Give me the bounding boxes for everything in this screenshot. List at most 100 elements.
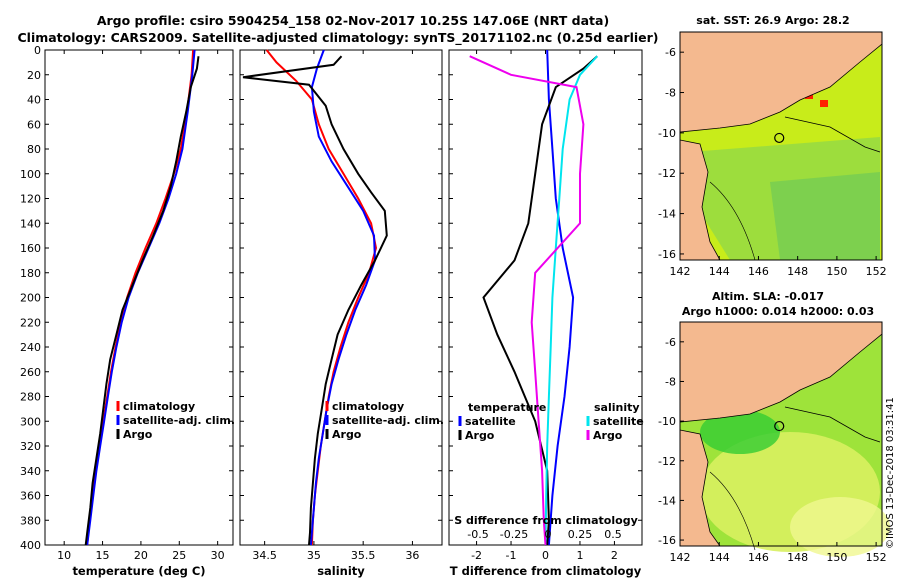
y-tick-label: 300 [20, 415, 41, 428]
y-tick-label: 200 [20, 292, 41, 305]
salinity-tick-label: 0 [545, 528, 552, 541]
map-y-tick-label: -6 [665, 336, 676, 349]
x-tick-label: 34.5 [252, 549, 277, 562]
map-frame [679, 321, 883, 547]
temperature-panel: 0 20 40 60 80 100 120 140 160 180 200 220 240 260 280 3… [20, 44, 235, 578]
plot-frame [239, 49, 443, 546]
coastline-reef [784, 406, 881, 443]
map-y-tick-label: -12 [658, 167, 676, 180]
legend-title-temperature: temperature [468, 401, 546, 414]
salinity-panel: 34.5 35 35.5 36 salinity climatologysatellite… [239, 49, 444, 578]
legend-label: climatology [332, 400, 404, 413]
sla-map-panel: 142 144 146 148 150 152 -6 -8 -10 -12 -14 -16 [658, 321, 890, 564]
y-tick-label: 120 [20, 193, 41, 206]
y-tick-label: 80 [27, 143, 41, 156]
map-y-tick-label: -8 [665, 375, 676, 388]
map-y-tick-label: -8 [665, 87, 676, 100]
bathymetry-contour [709, 181, 756, 261]
x-axis-label: temperature (deg C) [72, 564, 205, 578]
sla-low-patch [700, 410, 780, 454]
x-tick-label: 1 [576, 549, 583, 562]
sst-map-panel: 142 144 146 148 150 152 -6 -8 -10 -12 -14 -16 [658, 31, 887, 278]
sst-map-title: sat. SST: 26.9 Argo: 28.2 [696, 14, 849, 27]
legend-label: satellite [465, 415, 516, 428]
series-line-satellite-adj-clim- [86, 49, 196, 546]
map-y-tick-label: -6 [665, 46, 676, 59]
series-line-temperature-argo [482, 55, 598, 546]
x-tick-label: 2 [611, 549, 618, 562]
y-tick-label: 20 [27, 69, 41, 82]
y-tick-label: 400 [20, 539, 41, 552]
argo-position-marker [774, 132, 785, 144]
plot-frame [44, 49, 234, 546]
y-tick-label: 160 [20, 242, 41, 255]
y-tick-label: 140 [20, 217, 41, 230]
map-x-tick-label: 146 [748, 265, 769, 278]
y-tick-label: 260 [20, 366, 41, 379]
y-tick-label: 60 [27, 118, 41, 131]
map-x-tick-label: 150 [826, 265, 847, 278]
x-tick-label: 35 [307, 549, 321, 562]
map-x-tick-label: 152 [866, 265, 887, 278]
legend-label: Argo [465, 429, 495, 442]
series-line-argo [242, 55, 388, 546]
x-tick-label: 20 [134, 549, 148, 562]
sst-hot-cell [820, 100, 828, 107]
salinity-difference-label: S difference from climatology [454, 514, 638, 527]
sla-peak-patch [790, 497, 890, 557]
legend-label: satellite-adj. clim. [123, 414, 235, 427]
map-y-tick-label: -14 [658, 208, 676, 221]
map-x-tick-label: 144 [709, 551, 730, 564]
map-x-tick-label: 148 [787, 551, 808, 564]
plot-frame [448, 49, 643, 546]
salinity-tick-label: -0.5 [467, 528, 488, 541]
x-axis-label: T difference from climatology [450, 564, 642, 578]
title-line-2: Climatology: CARS2009. Satellite-adjuste… [17, 30, 658, 46]
y-tick-label: 380 [20, 514, 41, 527]
legend-label: Argo [593, 429, 623, 442]
map-y-tick-label: -14 [658, 494, 676, 507]
salinity-tick-label: -0.25 [500, 528, 528, 541]
salinity-tick-label: 0.25 [568, 528, 593, 541]
map-x-tick-label: 152 [866, 551, 887, 564]
y-tick-label: 0 [34, 44, 41, 57]
map-x-tick-label: 150 [826, 551, 847, 564]
y-tick-label: 280 [20, 391, 41, 404]
map-x-tick-label: 142 [670, 551, 691, 564]
map-x-tick-label: 148 [787, 265, 808, 278]
x-tick-label: 15 [96, 549, 110, 562]
y-tick-label: 100 [20, 168, 41, 181]
legend-label: Argo [123, 428, 153, 441]
legend-label: satellite [593, 415, 644, 428]
map-x-tick-label: 144 [709, 265, 730, 278]
x-tick-label: 0 [542, 549, 549, 562]
legend-title-salinity: salinity [594, 401, 640, 414]
series-line-satellite-adj-clim- [309, 49, 377, 546]
legend-label: Argo [332, 428, 362, 441]
y-tick-label: 320 [20, 440, 41, 453]
sla-map-title-2: Argo h1000: 0.014 h2000: 0.03 [682, 305, 874, 318]
x-tick-label: 30 [211, 549, 225, 562]
coastline-reef [784, 116, 881, 153]
salinity-tick-label: 0.5 [604, 528, 622, 541]
map-y-tick-label: -16 [658, 534, 676, 547]
y-tick-label: 360 [20, 490, 41, 503]
bathymetry-contour [709, 471, 756, 551]
y-tick-label: 180 [20, 267, 41, 280]
x-axis-label: salinity [317, 564, 365, 578]
y-tick-label: 40 [27, 94, 41, 107]
x-tick-label: -2 [471, 549, 482, 562]
sst-cool-patch [770, 172, 880, 260]
y-tick-label: 240 [20, 341, 41, 354]
imos-credit: ©IMOS 13-Dec-2018 03:31:41 [885, 397, 896, 549]
series-line-salinity-argo [469, 55, 585, 546]
map-x-tick-label: 146 [748, 551, 769, 564]
series-line-temperature-satellite [546, 49, 575, 546]
x-tick-label: 36 [405, 549, 419, 562]
legend-label: satellite-adj. clim. [332, 414, 444, 427]
sla-map-title-1: Altim. SLA: -0.017 [712, 290, 824, 303]
map-y-tick-label: -16 [658, 248, 676, 261]
series-line-argo [84, 56, 200, 546]
